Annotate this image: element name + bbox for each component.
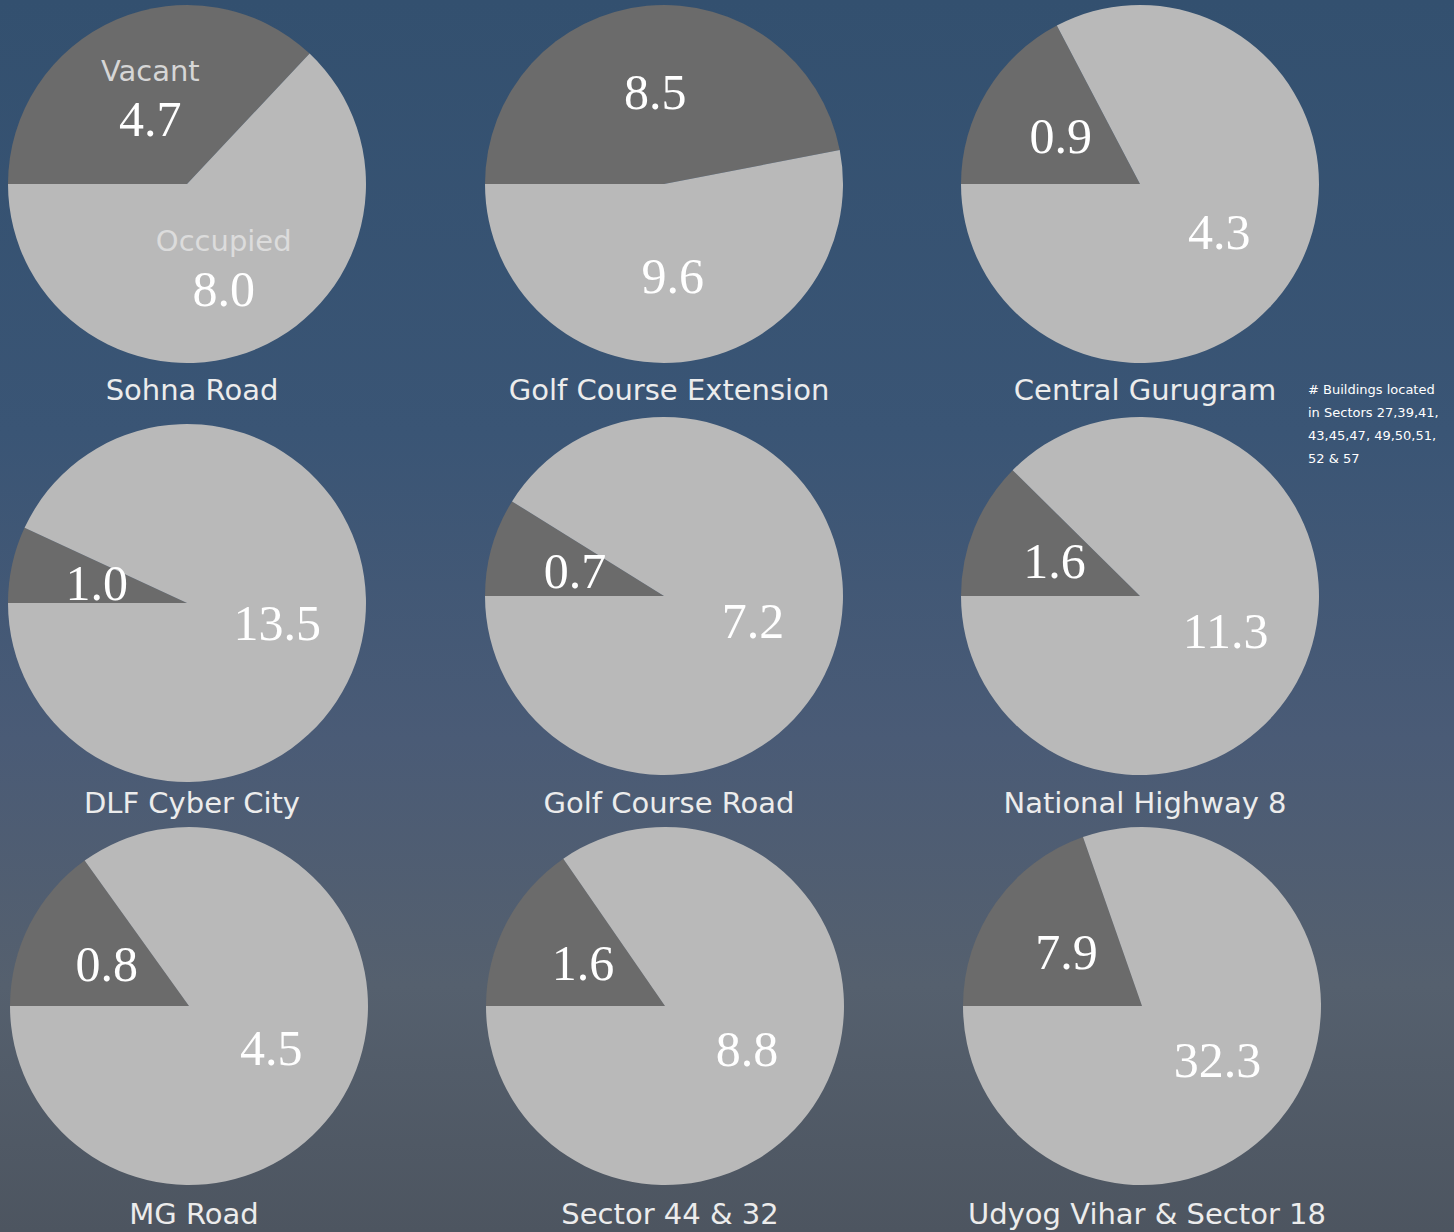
svg-text:43,45,47, 49,50,51,: 43,45,47, 49,50,51, [1308, 428, 1436, 443]
svg-text:1.0: 1.0 [65, 555, 128, 611]
svg-text:4.7: 4.7 [119, 91, 182, 147]
svg-text:in Sectors 27,39,41,: in Sectors 27,39,41, [1308, 405, 1439, 420]
svg-text:MG Road: MG Road [129, 1197, 258, 1231]
svg-text:Golf Course Road: Golf Course Road [544, 786, 795, 820]
svg-text:Occupied: Occupied [156, 224, 292, 258]
svg-text:Sohna Road: Sohna Road [106, 373, 279, 407]
svg-text:Sector 44 & 32: Sector 44 & 32 [561, 1197, 778, 1231]
svg-text:Golf Course Extension: Golf Course Extension [509, 373, 830, 407]
svg-text:0.9: 0.9 [1030, 108, 1093, 164]
svg-text:DLF Cyber City: DLF Cyber City [84, 786, 300, 820]
svg-text:National Highway 8: National Highway 8 [1003, 786, 1286, 820]
svg-text:7.2: 7.2 [722, 593, 785, 649]
svg-text:# Buildings located: # Buildings located [1308, 382, 1439, 397]
svg-text:Central Gurugram: Central Gurugram [1014, 373, 1276, 407]
svg-text:9.6: 9.6 [642, 248, 705, 304]
svg-text:Udyog Vihar & Sector 18: Udyog Vihar & Sector 18 [968, 1197, 1326, 1231]
svg-text:Vacant: Vacant [101, 54, 200, 88]
svg-text:8.5: 8.5 [624, 64, 687, 120]
svg-text:0.8: 0.8 [75, 936, 137, 992]
svg-text:1.6: 1.6 [552, 935, 615, 991]
svg-text:32.3: 32.3 [1174, 1032, 1262, 1088]
svg-text:8.8: 8.8 [716, 1021, 779, 1077]
svg-text:11.3: 11.3 [1183, 603, 1269, 659]
svg-text:1.6: 1.6 [1023, 533, 1086, 589]
svg-text:8.0: 8.0 [192, 261, 255, 317]
svg-text:4.3: 4.3 [1188, 204, 1251, 260]
svg-text:4.5: 4.5 [240, 1020, 303, 1076]
svg-text:52 & 57: 52 & 57 [1308, 451, 1360, 466]
svg-text:13.5: 13.5 [234, 595, 322, 651]
svg-text:7.9: 7.9 [1035, 924, 1098, 980]
svg-text:0.7: 0.7 [544, 543, 607, 599]
